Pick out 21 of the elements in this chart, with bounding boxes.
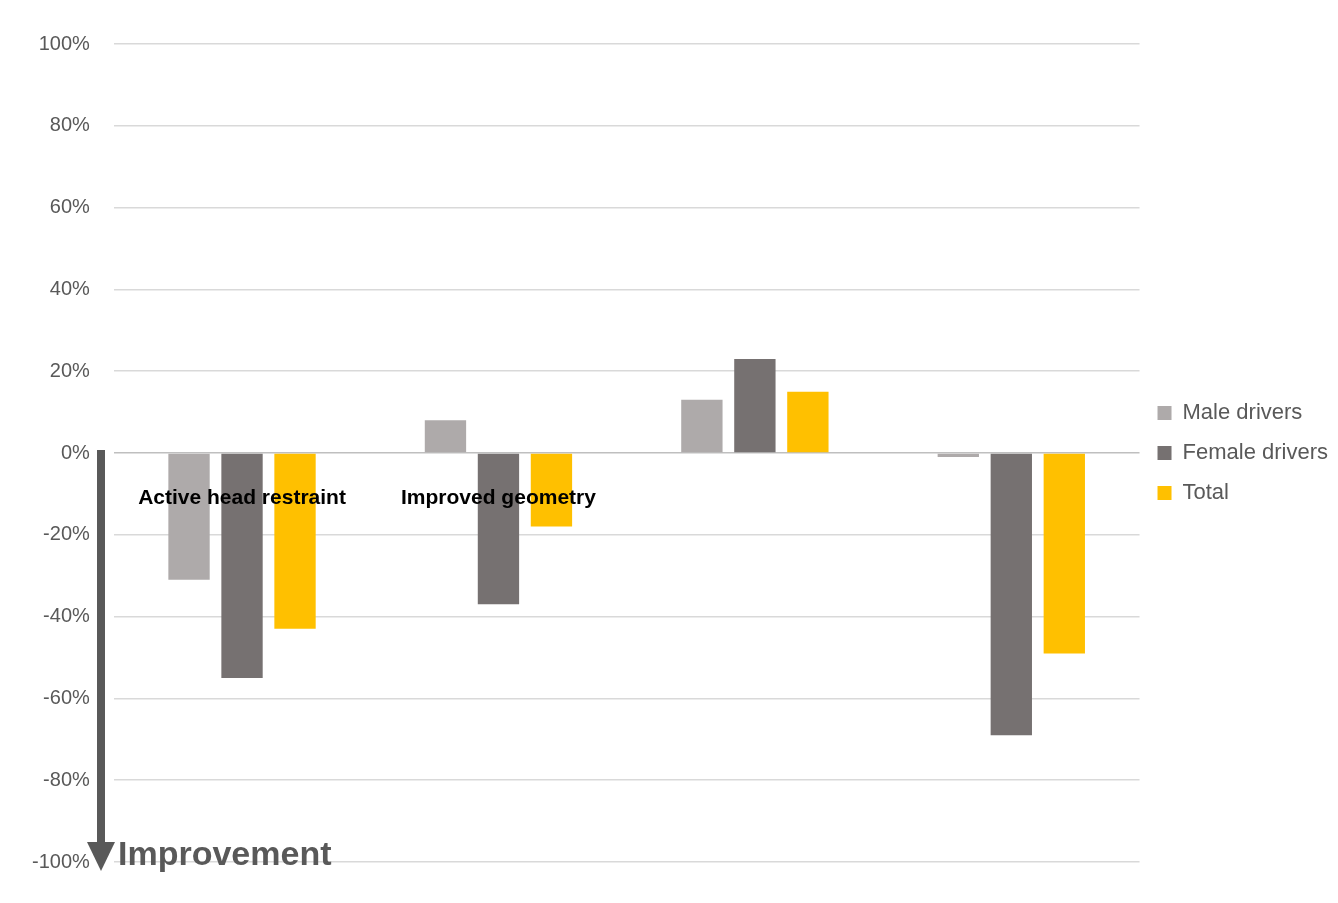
y-tick-label: -20% xyxy=(43,522,91,545)
y-tick-label: 80% xyxy=(49,113,91,136)
y-tick-label: 20% xyxy=(49,358,91,381)
bar xyxy=(734,358,776,453)
bar xyxy=(1043,453,1085,654)
y-tick-label: -80% xyxy=(43,767,91,790)
bar xyxy=(681,399,723,453)
legend-label: Male drivers xyxy=(1182,399,1303,425)
y-tick-label: -40% xyxy=(43,604,91,627)
y-tick-label: -100% xyxy=(32,849,91,872)
bar xyxy=(990,453,1032,736)
y-tick-label: 40% xyxy=(49,276,91,299)
legend-label: Female drivers xyxy=(1182,439,1328,465)
annotation: Improvement xyxy=(118,834,332,873)
bar xyxy=(787,391,829,453)
legend-label: Total xyxy=(1182,479,1229,505)
y-tick-label: 60% xyxy=(49,195,91,218)
bar xyxy=(424,420,467,453)
y-tick-label: 100% xyxy=(38,31,91,54)
y-tick-label: -60% xyxy=(43,685,91,708)
y-tick-label: 0% xyxy=(60,440,91,463)
